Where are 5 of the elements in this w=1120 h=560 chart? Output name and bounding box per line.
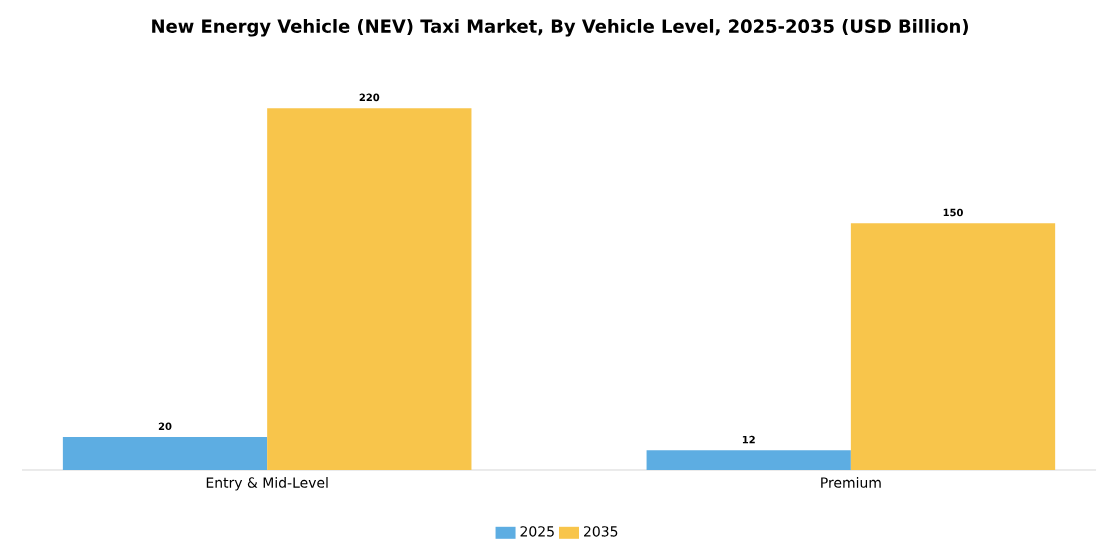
chart-title: New Energy Vehicle (NEV) Taxi Market, By Vehicle Level, 2025-2035 (USD Billion) bbox=[152, 19, 968, 37]
bar bbox=[646, 450, 851, 470]
bar bbox=[267, 108, 472, 470]
bar bbox=[850, 223, 1056, 470]
bar bbox=[62, 437, 268, 470]
